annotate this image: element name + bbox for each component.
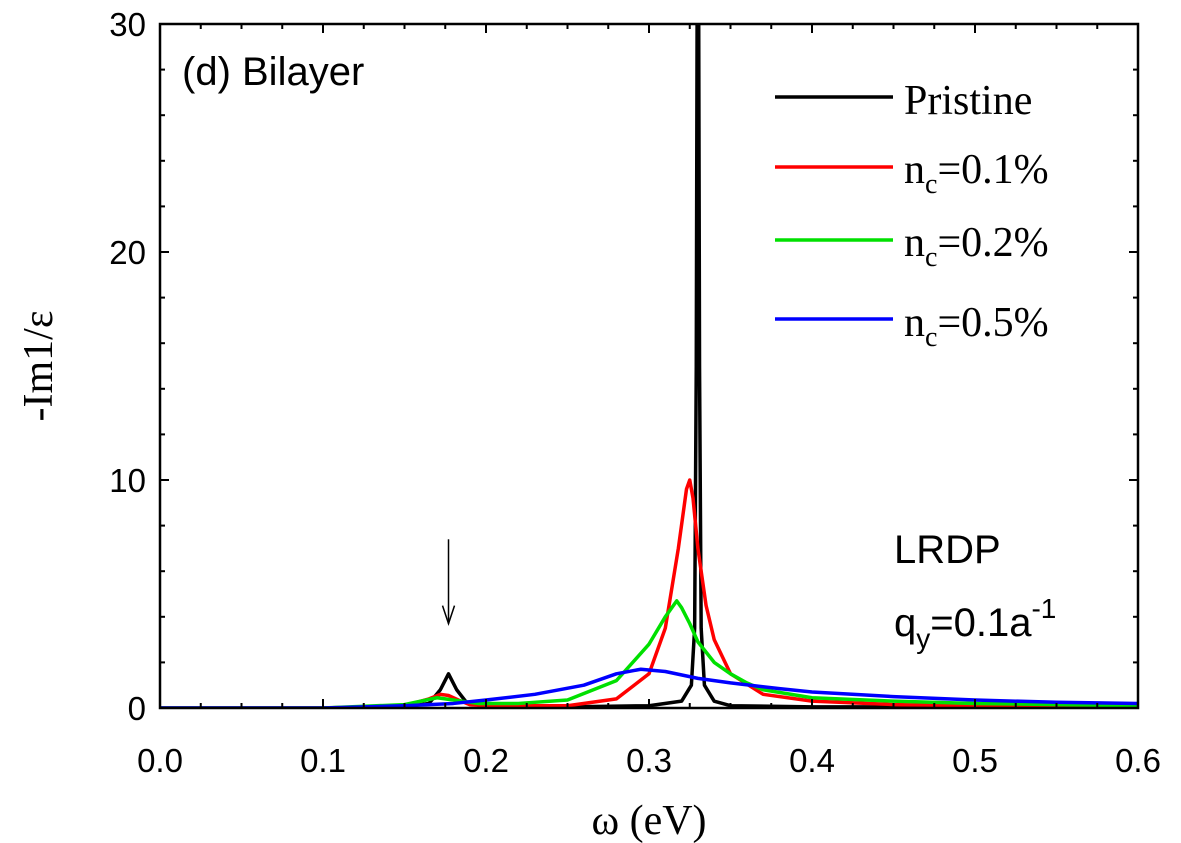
arrow-head bbox=[441, 605, 456, 627]
peak-arrow bbox=[441, 539, 456, 627]
series-line-0 bbox=[160, 24, 1138, 708]
x-axis-title: ω (eV) bbox=[591, 798, 706, 843]
x-tick-label: 0.5 bbox=[952, 742, 998, 779]
tick-labels-layer: 0.0 0.1 0.2 0.3 0.4 0.5 0.6 0 10 20 30 bbox=[109, 6, 1161, 779]
legend-text-nc-0.1: nc=0.1% bbox=[904, 147, 1049, 200]
legend-text-nc-0.2: nc=0.2% bbox=[904, 220, 1049, 273]
series-line-2 bbox=[160, 599, 1138, 708]
x-tick-label: 0.0 bbox=[137, 742, 183, 779]
y-axis-title: -Im1/ε bbox=[16, 311, 62, 422]
x-tick-label: 0.6 bbox=[1115, 742, 1161, 779]
x-tick-label: 0.3 bbox=[626, 742, 672, 779]
series-line-1 bbox=[160, 478, 1138, 708]
wavevector-label: qy=0.1a-1 bbox=[894, 593, 1056, 654]
y-tick-label: 30 bbox=[109, 6, 146, 43]
panel-label: (d) Bilayer bbox=[182, 50, 364, 94]
legend: Pristine nc=0.1% nc=0.2% nc=0.5% bbox=[775, 78, 1049, 353]
x-tick-label: 0.1 bbox=[300, 742, 346, 779]
y-tick-label: 10 bbox=[109, 462, 146, 499]
x-tick-label: 0.4 bbox=[789, 742, 835, 779]
y-tick-label: 20 bbox=[109, 234, 146, 271]
y-tick-label: 0 bbox=[128, 690, 146, 727]
model-label-lrdp: LRDP bbox=[894, 528, 1001, 572]
x-tick-label: 0.2 bbox=[463, 742, 509, 779]
legend-text-pristine: Pristine bbox=[904, 78, 1032, 124]
ticks-layer bbox=[159, 23, 1139, 709]
legend-text-nc-0.5: nc=0.5% bbox=[904, 300, 1049, 353]
